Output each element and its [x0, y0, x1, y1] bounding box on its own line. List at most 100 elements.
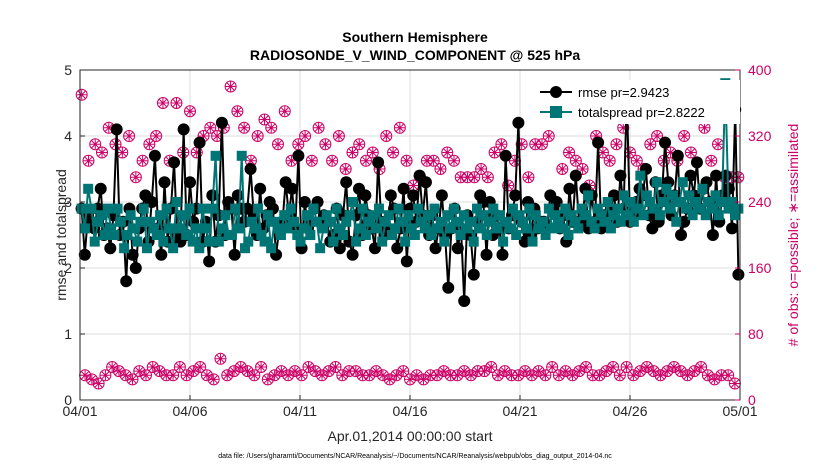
totalspread-point — [321, 210, 332, 221]
obs-assimilated-point — [459, 366, 470, 377]
y-left-tick-label: 2 — [64, 260, 72, 276]
obs-possible-point — [630, 154, 643, 167]
totalspread-point — [256, 230, 267, 240]
obs-possible-point — [194, 361, 207, 373]
obs-assimilated-point — [208, 374, 219, 385]
totalspread-point — [409, 230, 420, 240]
obs-assimilated-point — [438, 366, 449, 377]
obs-assimilated-point — [171, 98, 182, 108]
obs-assimilated-point — [723, 370, 734, 381]
obs-possible-point — [366, 146, 379, 159]
obs-assimilated-point — [570, 155, 581, 166]
obs-possible-point — [708, 373, 721, 386]
obs-assimilated-point — [472, 366, 483, 377]
legend-box — [534, 80, 740, 124]
obs-possible-point — [295, 369, 308, 382]
obs-assimilated-point — [479, 366, 490, 377]
totalspread-point — [125, 210, 136, 221]
obs-assimilated-point — [344, 366, 355, 377]
totalspread-point — [138, 203, 149, 214]
obs-assimilated-point — [482, 172, 493, 183]
obs-assimilated-point — [262, 374, 273, 385]
legend: rmse pr=2.9423 totalspread pr=2.8222 — [534, 80, 740, 124]
obs-assimilated-point — [435, 164, 446, 174]
obs-possible-point — [441, 146, 454, 159]
obs-assimilated-point — [249, 370, 260, 381]
obs-assimilated-point — [428, 155, 439, 166]
totalspread-point — [220, 210, 231, 221]
obs-assimilated-point — [276, 366, 287, 377]
totalspread-point — [694, 203, 705, 214]
obs-assimilated-point — [93, 378, 104, 389]
obs-possible-point — [640, 361, 653, 373]
totalspread-point — [687, 210, 698, 221]
obs-assimilated-point — [310, 366, 321, 377]
totalspread-point — [488, 203, 499, 214]
obs-assimilated-point — [212, 131, 223, 141]
y-right-tick-label: 0 — [748, 392, 756, 408]
totalspread-point — [511, 230, 522, 240]
obs-assimilated-point — [113, 366, 124, 377]
obs-assimilated-point — [235, 362, 246, 372]
totalspread-point — [619, 190, 630, 201]
rmse-point — [129, 262, 142, 274]
totalspread-point — [315, 243, 326, 254]
totalspread-point — [298, 223, 309, 234]
obs-possible-point — [569, 154, 582, 167]
obs-possible-point — [153, 365, 166, 378]
obs-possible-point — [309, 365, 322, 378]
obs-possible-point — [448, 154, 460, 167]
obs-assimilated-point — [201, 370, 212, 381]
obs-possible-point — [156, 97, 169, 109]
totalspread-point — [164, 223, 175, 234]
y-left-tick-label: 5 — [64, 62, 72, 78]
totalspread-point — [338, 230, 349, 240]
totalspread-point — [233, 223, 244, 234]
x-tick-label: 04/21 — [502, 403, 537, 419]
totalspread-point — [393, 203, 404, 214]
x-tick-label: 04/11 — [283, 403, 317, 419]
y-right-tick-label: 160 — [748, 260, 772, 276]
obs-possible-point — [143, 138, 156, 151]
totalspread-point — [547, 223, 558, 234]
obs-assimilated-point — [296, 370, 307, 381]
obs-possible-point — [651, 130, 664, 142]
totalspread-point — [697, 183, 708, 194]
totalspread-point — [89, 236, 100, 247]
obs-possible-point — [319, 138, 332, 151]
obs-assimilated-point — [100, 370, 111, 381]
totalspread-point — [668, 190, 679, 201]
obs-possible-point — [563, 146, 576, 159]
obs-assimilated-point — [726, 172, 737, 183]
totalspread-point — [76, 203, 87, 214]
totalspread-point — [344, 210, 355, 221]
obs-possible-point — [661, 365, 674, 378]
y-axis-left-ticks: 0 1 2 3 4 5 — [64, 62, 85, 408]
totalspread-point — [628, 216, 639, 227]
totalspread-point — [367, 210, 378, 221]
totalspread-point — [550, 210, 561, 221]
totalspread-point — [272, 223, 283, 234]
obs-assimilated-point — [86, 374, 97, 385]
totalspread-point — [128, 223, 139, 234]
totalspread-point — [302, 210, 313, 221]
obs-assimilated-point — [279, 106, 290, 117]
obs-possible-point — [268, 369, 281, 382]
obs-assimilated-point — [90, 139, 101, 150]
obs-assimilated-point — [523, 172, 534, 183]
rmse-point — [419, 176, 432, 189]
obs-possible-point — [150, 130, 163, 142]
obs-assimilated-point — [388, 147, 399, 158]
totalspread-point — [295, 236, 306, 247]
obs-assimilated-point — [157, 98, 168, 108]
obs-assimilated-point — [574, 366, 585, 377]
y-left-tick-label: 4 — [64, 128, 72, 144]
rmse-point — [158, 176, 171, 189]
rmse-point — [407, 189, 420, 202]
totalspread-point — [674, 197, 685, 207]
y-right-tick-label: 240 — [748, 194, 772, 210]
obs-assimilated-point — [266, 122, 277, 133]
obs-assimilated-point — [83, 155, 94, 166]
obs-assimilated-point — [493, 370, 503, 381]
